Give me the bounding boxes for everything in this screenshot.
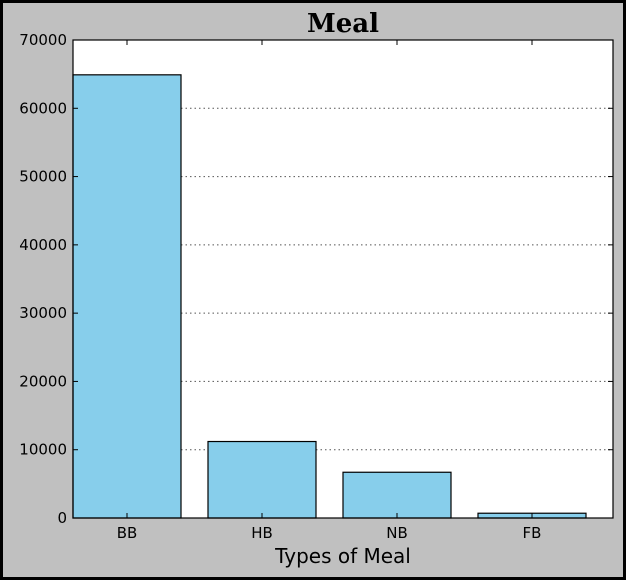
x-tick-label: HB — [251, 524, 273, 542]
y-tick-label: 10000 — [19, 441, 67, 459]
bar-nb — [342, 471, 452, 519]
y-tick-label: 50000 — [19, 168, 67, 186]
bar-bb — [72, 74, 182, 519]
plot-border — [72, 39, 614, 519]
x-tick-label: BB — [117, 524, 138, 542]
y-tick-label: 40000 — [19, 236, 67, 254]
x-tick-label: FB — [523, 524, 542, 542]
y-tick-label: 20000 — [19, 372, 67, 390]
bars — [72, 74, 587, 519]
x-axis-ticks: BB HB NB FB — [117, 40, 542, 542]
chart-title: Meal — [307, 9, 379, 39]
y-axis-ticks: 0 10000 20000 30000 40000 50000 60000 70000 — [19, 31, 613, 527]
y-tick-label: 0 — [57, 509, 67, 527]
bar-hb — [207, 440, 317, 519]
x-axis-label: Types of Meal — [274, 544, 411, 568]
y-tick-label: 30000 — [19, 304, 67, 322]
y-tick-label: 60000 — [19, 99, 67, 117]
y-tick-label: 70000 — [19, 31, 67, 49]
x-tick-label: NB — [386, 524, 408, 542]
